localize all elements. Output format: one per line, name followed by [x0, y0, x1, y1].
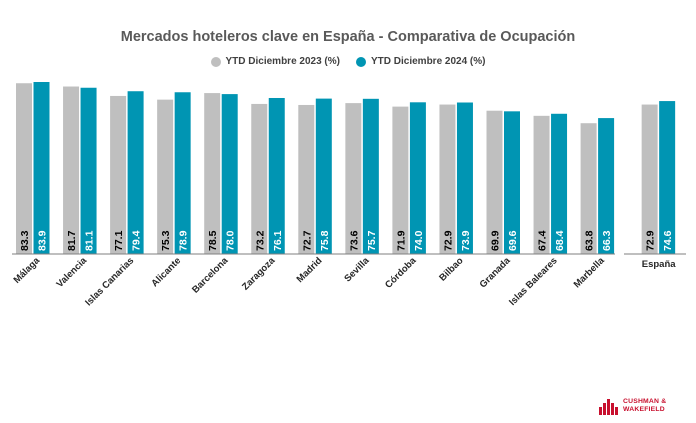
tick-label-zaragoza: Zaragoza: [240, 255, 278, 293]
bar-madrid-2024: [315, 98, 332, 254]
legend-swatch-2024: [356, 56, 366, 67]
data-label-valencia-2024: 81.1: [84, 230, 96, 251]
data-label-zaragoza-2024: 76.1: [272, 230, 284, 251]
tick-label-bilbao: Bilbao: [437, 255, 465, 283]
data-label-marbella-2024: 66.3: [601, 230, 613, 251]
bar-islas-canarias-2024: [127, 91, 144, 254]
chart-title: Mercados hoteleros clave en España - Com…: [120, 29, 576, 45]
data-label-bilbao-2024: 73.9: [460, 230, 472, 251]
legend-label-2023: YTD Diciembre 2023 (%): [225, 56, 341, 67]
bar-madrid-2023: [298, 104, 315, 254]
bar-cordoba-2024: [409, 102, 426, 254]
legend-label-2024: YTD Diciembre 2024 (%): [371, 56, 486, 67]
data-label-islas-canarias-2024: 79.4: [131, 230, 143, 251]
tick-label-cordoba: Córdoba: [383, 255, 419, 291]
bar-bilbao-2023: [439, 104, 456, 255]
bar-barcelona-2024: [221, 94, 238, 254]
data-label-islas-baleares-2024: 68.4: [554, 230, 566, 251]
data-label-cordoba-2023: 71.9: [395, 230, 407, 251]
bar-cordoba-2023: [392, 106, 409, 254]
data-label-malaga-2024: 83.9: [37, 230, 49, 251]
bar-barcelona-2023: [204, 93, 221, 254]
data-label-valencia-2023: 81.7: [66, 230, 78, 251]
data-label-malaga-2023: 83.3: [19, 230, 31, 251]
data-label-islas-canarias-2023: 77.1: [113, 230, 125, 251]
bar-sevilla-2024: [362, 98, 379, 254]
bar-malaga-2024: [33, 82, 50, 254]
tick-label-sevilla: Sevilla: [342, 255, 372, 285]
bar-islas-baleares-2024: [551, 113, 568, 254]
brand-name: CUSHMAN & WAKEFIELD: [623, 398, 667, 413]
data-label-barcelona-2023: 78.5: [207, 230, 219, 251]
bar-valencia-2023: [63, 86, 80, 254]
data-label-espana-2024: 74.6: [662, 230, 674, 251]
data-label-sevilla-2023: 73.6: [348, 230, 360, 251]
data-label-marbella-2023: 63.8: [584, 230, 596, 251]
bar-alicante-2024: [174, 92, 191, 254]
data-label-granada-2023: 69.9: [490, 230, 502, 251]
tick-label-madrid: Madrid: [295, 255, 325, 285]
bar-espana-2023: [641, 104, 658, 255]
data-label-zaragoza-2023: 73.2: [254, 230, 266, 251]
data-label-madrid-2024: 75.8: [319, 230, 331, 251]
data-label-sevilla-2024: 75.7: [366, 230, 378, 251]
brand-logo: CUSHMAN & WAKEFIELD: [599, 398, 685, 416]
tick-label-islas-baleares: Islas Baleares: [507, 255, 560, 308]
bar-bilbao-2024: [456, 102, 473, 254]
tick-label-malaga: Málaga: [12, 255, 43, 286]
tick-label-islas-canarias: Islas Canarias: [83, 255, 136, 308]
bar-granada-2024: [504, 111, 520, 254]
legend-item-2024: YTD Diciembre 2024 (%): [356, 56, 486, 67]
bar-zaragoza-2023: [251, 103, 268, 254]
data-label-granada-2024: 69.6: [507, 230, 519, 251]
data-label-barcelona-2024: 78.0: [225, 230, 237, 251]
tick-label-barcelona: Barcelona: [190, 255, 231, 296]
data-label-espana-2023: 72.9: [645, 230, 657, 251]
bar-sevilla-2023: [345, 103, 362, 255]
bar-marbella-2024: [598, 118, 615, 255]
legend-item-2023: YTD Diciembre 2023 (%): [210, 56, 341, 67]
tick-label-espana: España: [642, 259, 677, 270]
bar-alicante-2023: [157, 99, 174, 254]
legend-swatch-2023: [210, 56, 221, 67]
bar-malaga-2023: [16, 83, 32, 254]
data-label-bilbao-2023: 72.9: [442, 230, 454, 251]
bar-islas-canarias-2023: [110, 95, 127, 254]
data-label-islas-baleares-2023: 67.4: [537, 230, 549, 251]
data-label-cordoba-2024: 74.0: [413, 230, 425, 251]
tick-label-marbella: Marbella: [572, 255, 608, 291]
tick-label-valencia: Valencia: [55, 255, 90, 290]
data-label-alicante-2023: 75.3: [160, 230, 172, 251]
tick-label-granada: Granada: [478, 255, 514, 291]
bar-espana-2024: [659, 101, 676, 254]
bar-marbella-2023: [580, 123, 597, 255]
data-label-madrid-2023: 72.7: [301, 230, 313, 251]
bar-zaragoza-2024: [268, 97, 285, 255]
bar-islas-baleares-2023: [533, 115, 550, 254]
bar-valencia-2024: [80, 87, 97, 255]
legend: YTD Diciembre 2023 (%) YTD Diciembre 202…: [0, 56, 696, 67]
data-label-alicante-2024: 78.9: [178, 230, 190, 251]
cushman-wakefield-logo-icon: [599, 399, 618, 415]
tick-label-alicante: Alicante: [149, 255, 183, 289]
bar-granada-2023: [486, 110, 503, 254]
